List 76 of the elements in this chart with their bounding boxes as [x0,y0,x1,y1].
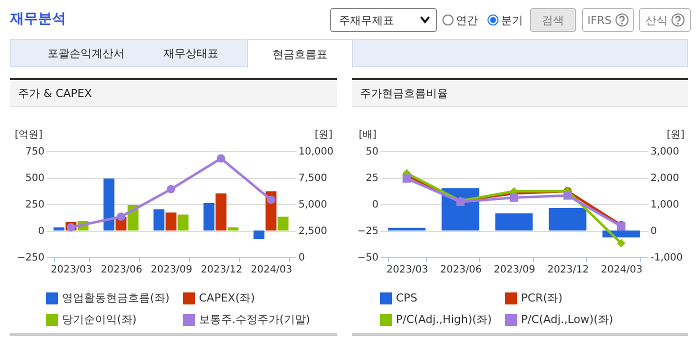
x-tick-label: 2023/12 [200,264,242,276]
y2-tick-label: 7,500 [298,173,328,184]
point [116,212,126,221]
x-tick-label: 2023/09 [150,264,192,276]
point [216,154,226,163]
chart-title: 주가현금흐름비율 [352,80,688,107]
x-tick-label: 2023/03 [386,264,428,276]
text: 현금흐름표 [247,39,353,68]
y-tick-label: 25 [366,173,378,184]
point [266,196,276,204]
text: 주재무제표 [339,12,394,28]
text: 재무상태표 [162,46,220,62]
legend-label: CAPEX(좌) [199,291,255,304]
text: 분기 [500,12,523,28]
x-tick-label: 2023/06 [440,264,482,276]
bar [104,178,114,230]
y2-tick-label: 10,000 [298,146,334,158]
bar [602,230,640,238]
x-tick-label: 2023/06 [100,264,142,276]
y2-tick-label: 2,000 [650,173,680,184]
y2-tick-label: -1,000 [650,252,683,264]
bar [216,193,226,230]
text: 포괄손익계산서 [46,46,126,62]
chart-title: 주가 & CAPEX [10,80,337,107]
bar [204,202,214,230]
y-tick-label: 0 [372,200,378,210]
text: IFRS [582,8,634,32]
x-tick-label: 2023/12 [547,264,589,276]
bar [495,213,533,230]
y-tick-label: 500 [25,173,44,184]
text: 연간 [455,12,478,28]
y-tick-label: 50 [366,146,378,158]
y2-axis-title: [원] [314,130,333,140]
point [563,191,572,200]
bar [278,216,288,230]
legend-label: CPS [396,291,418,304]
x-tick-label: 2023/03 [50,264,92,276]
text: 검색 [530,8,576,32]
y2-tick-label: 1,000 [650,200,680,210]
y-tick-label: 750 [25,146,44,158]
y-tick-label: −25 [357,226,378,237]
bar [388,228,426,230]
bar [548,208,586,230]
bar [166,212,176,230]
bar [178,214,188,230]
point [166,184,176,194]
legend-label: P/C(Adj.,Low)(좌) [521,313,614,326]
legend-label: 보통주.수정주가(기말) [199,313,310,326]
y-axis-title: [배] [358,130,377,140]
x-tick-label: 2023/09 [494,264,536,276]
y2-tick-label: 3,000 [650,146,680,158]
legend-label: 당기순이익(좌) [62,313,137,326]
y-tick-label: −50 [357,252,378,264]
y-axis-title: [억원] [14,130,43,140]
point [617,239,626,248]
y-tick-label: 0 [38,226,44,237]
x-tick-label: 2024/03 [250,264,292,276]
point [402,174,411,183]
y-tick-label: −250 [17,252,44,264]
x-tick-label: 2024/03 [600,264,642,276]
text: 산식 [639,8,691,32]
bar [228,227,238,230]
y2-tick-label: 0 [650,226,657,237]
y2-axis-title: [원] [666,130,685,140]
point [510,193,518,202]
y2-tick-label: 5,000 [298,200,328,210]
legend-label: PCR(좌) [521,291,563,304]
legend-label: 영업활동현금흐름(좌) [62,291,170,304]
y2-tick-label: 2,500 [298,226,328,237]
text: 재무분석 [10,10,66,28]
legend-label: P/C(Adj.,High)(좌) [396,313,492,326]
y2-tick-label: 0 [298,252,305,264]
y-tick-label: 250 [25,200,44,210]
bar [254,230,264,239]
bar [154,209,164,230]
bar [54,227,64,230]
